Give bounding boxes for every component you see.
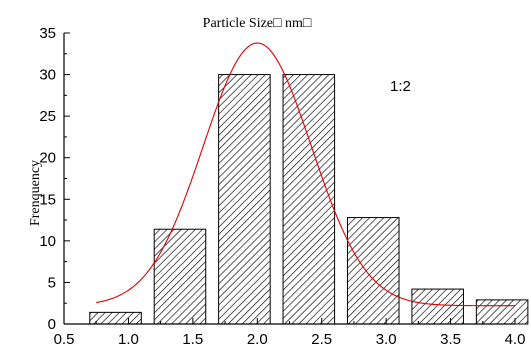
y-axis-ticks: 0 5 10 15 20 25 30 35	[39, 25, 70, 333]
y-tick-label: 5	[48, 274, 56, 291]
histogram-bar-7	[475, 299, 529, 325]
gaussian-fit-curve	[96, 42, 516, 307]
x-tick-label: 0.5	[54, 331, 75, 348]
histogram-bar-6	[411, 288, 464, 325]
histogram-bar-4	[282, 74, 336, 325]
y-axis-title: Frenquency	[28, 160, 43, 226]
y-tick-label: 20	[39, 150, 56, 167]
histogram-bar-5	[346, 217, 400, 325]
histogram-bar-1	[89, 311, 142, 325]
chart-title: Particle Size□ nm□	[203, 16, 312, 31]
bars-layer	[89, 74, 529, 325]
x-tick-label: 2.5	[311, 331, 332, 348]
histogram-bar-2	[153, 228, 207, 325]
y-tick-label: 0	[48, 316, 56, 333]
x-tick-label: 4.0	[505, 331, 526, 348]
histogram-bar-3	[218, 74, 271, 325]
x-axis-ticks: 0.5 1.0 1.5 2.0 2.5 3.0 3.5 4.0	[54, 318, 526, 348]
y-tick-label: 10	[39, 233, 56, 250]
y-tick-label: 30	[39, 67, 56, 84]
y-tick-label: 35	[39, 25, 56, 42]
x-tick-label: 3.0	[376, 331, 397, 348]
y-tick-label: 25	[39, 108, 56, 125]
y-tick-label: 15	[39, 191, 56, 208]
x-tick-label: 2.0	[247, 331, 268, 348]
ratio-annotation: 1:2	[390, 78, 411, 95]
x-tick-label: 3.5	[440, 331, 461, 348]
x-tick-label: 1.0	[118, 331, 139, 348]
x-tick-label: 1.5	[182, 331, 203, 348]
